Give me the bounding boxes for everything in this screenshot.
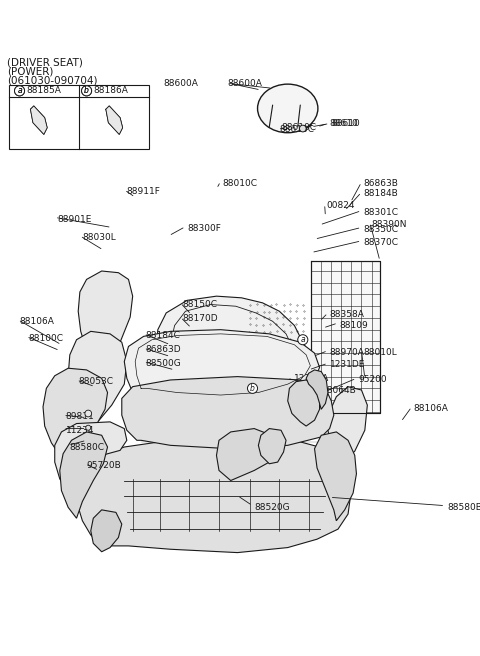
Polygon shape: [43, 368, 108, 455]
Bar: [311, 261, 380, 413]
Text: 95200: 95200: [358, 375, 387, 384]
Text: 88010C: 88010C: [222, 178, 257, 188]
Circle shape: [14, 86, 24, 96]
Text: 88610: 88610: [331, 119, 360, 128]
Text: 88301C: 88301C: [363, 208, 398, 217]
Text: 88030L: 88030L: [83, 233, 116, 242]
Text: 88610C: 88610C: [279, 125, 314, 134]
Bar: [10, 85, 149, 150]
Text: 88610: 88610: [330, 119, 359, 128]
Polygon shape: [328, 386, 367, 464]
Circle shape: [298, 335, 308, 345]
Text: 88300F: 88300F: [187, 224, 221, 233]
Polygon shape: [55, 422, 127, 492]
Text: 86863D: 86863D: [145, 345, 181, 354]
Text: a: a: [300, 335, 305, 344]
Text: 88350C: 88350C: [363, 224, 398, 234]
Text: a: a: [17, 87, 22, 95]
Text: 88186A: 88186A: [93, 87, 128, 95]
Text: 88600A: 88600A: [164, 79, 199, 88]
Text: (POWER): (POWER): [7, 66, 53, 77]
Text: 88520G: 88520G: [254, 503, 290, 512]
Text: 88185A: 88185A: [26, 87, 61, 95]
Text: 00824: 00824: [326, 201, 355, 210]
Circle shape: [82, 86, 92, 96]
Text: b: b: [84, 87, 89, 95]
Polygon shape: [30, 106, 47, 134]
Circle shape: [300, 125, 306, 132]
Text: a: a: [17, 87, 22, 95]
Text: 88150C: 88150C: [182, 300, 217, 309]
Polygon shape: [288, 380, 320, 426]
Text: 88600A: 88600A: [228, 79, 262, 88]
Text: 86863B: 86863B: [363, 179, 398, 188]
Text: 88370C: 88370C: [363, 238, 398, 247]
Text: 88106A: 88106A: [20, 317, 54, 326]
Polygon shape: [216, 428, 273, 481]
Polygon shape: [68, 331, 127, 422]
Text: 88106A: 88106A: [413, 404, 448, 413]
Text: (DRIVER SEAT): (DRIVER SEAT): [7, 57, 83, 68]
Text: 88610C: 88610C: [281, 123, 316, 133]
Text: 88184B: 88184B: [363, 190, 398, 198]
Circle shape: [248, 383, 258, 394]
Text: 88500G: 88500G: [145, 359, 181, 368]
Polygon shape: [124, 330, 320, 400]
Polygon shape: [156, 296, 304, 432]
Polygon shape: [258, 428, 286, 464]
Circle shape: [86, 425, 91, 430]
Text: (061030-090704): (061030-090704): [7, 75, 97, 86]
Text: 88911F: 88911F: [127, 187, 161, 196]
Text: 88109: 88109: [340, 321, 369, 330]
Text: 1231DE: 1231DE: [330, 360, 365, 369]
Text: 88580B: 88580B: [447, 503, 480, 512]
Text: 88184C: 88184C: [145, 331, 180, 340]
Text: b: b: [84, 87, 89, 95]
Polygon shape: [314, 432, 357, 521]
Text: 88901E: 88901E: [57, 215, 92, 224]
Polygon shape: [122, 377, 334, 449]
Polygon shape: [91, 510, 122, 552]
Text: 89811: 89811: [66, 413, 95, 421]
Text: 88580C: 88580C: [70, 443, 105, 451]
Circle shape: [14, 86, 24, 96]
Text: 88100C: 88100C: [28, 333, 63, 342]
Circle shape: [85, 410, 92, 417]
Text: 88053C: 88053C: [78, 377, 113, 386]
Polygon shape: [60, 432, 108, 518]
Text: 88064B: 88064B: [321, 386, 356, 394]
Polygon shape: [78, 271, 132, 363]
Circle shape: [82, 86, 92, 96]
Text: 88390N: 88390N: [372, 220, 407, 228]
Text: 95720B: 95720B: [86, 461, 121, 470]
Polygon shape: [306, 370, 328, 409]
Polygon shape: [76, 437, 350, 552]
Polygon shape: [106, 106, 122, 134]
Text: 88358A: 88358A: [330, 310, 364, 319]
Text: 1221AA: 1221AA: [294, 374, 329, 383]
Text: 88170D: 88170D: [182, 314, 218, 323]
Ellipse shape: [258, 84, 318, 133]
Text: b: b: [250, 384, 255, 393]
Text: 88970A: 88970A: [330, 348, 364, 357]
Text: 88010L: 88010L: [363, 348, 397, 357]
Text: 11234: 11234: [66, 426, 94, 435]
